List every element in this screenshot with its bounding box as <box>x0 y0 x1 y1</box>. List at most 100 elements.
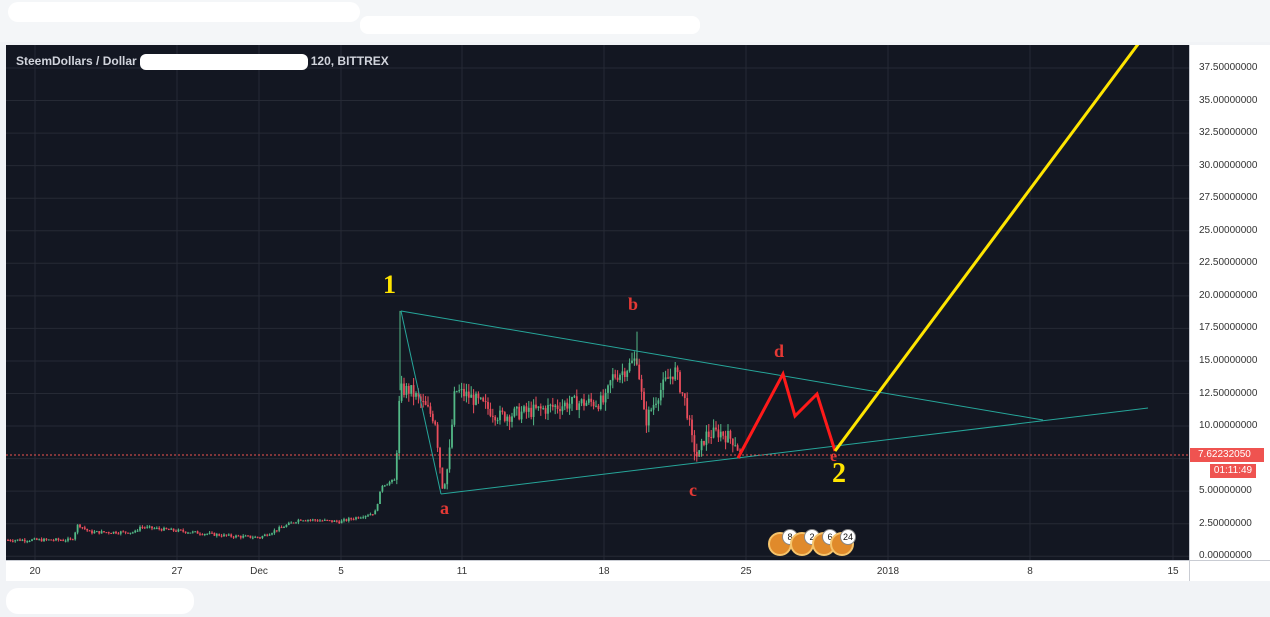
candle-body <box>357 517 360 519</box>
candle-body <box>227 534 230 536</box>
wave-label-d: d <box>774 341 785 361</box>
candle-body <box>352 519 355 521</box>
candle-body <box>206 533 209 535</box>
candle-body <box>359 517 362 519</box>
candle-body <box>237 535 240 537</box>
candle-body <box>590 398 593 402</box>
candle-body <box>547 405 549 414</box>
price-tick: 37.50000000 <box>1199 62 1258 73</box>
candle-body <box>527 407 530 412</box>
candle-body <box>290 522 293 524</box>
chart-canvas[interactable] <box>6 45 1189 560</box>
candle-body <box>107 532 110 534</box>
candle-body <box>148 526 151 528</box>
candle-body <box>611 374 614 381</box>
candle-body <box>599 395 602 409</box>
candle-body <box>95 531 98 533</box>
candle-body <box>242 535 245 538</box>
candle-body <box>539 406 542 409</box>
candle-body <box>83 527 86 529</box>
candle-body <box>441 467 444 489</box>
candle-body <box>309 519 312 521</box>
candle-body <box>491 415 494 417</box>
candle-body <box>537 406 540 408</box>
candle-body <box>691 419 693 436</box>
candle-body <box>117 533 120 535</box>
candle-body <box>683 393 686 399</box>
price-axis[interactable] <box>1189 45 1270 560</box>
candle-body <box>530 407 533 417</box>
candle-body <box>314 519 317 521</box>
candle-body <box>67 538 69 541</box>
candle-body <box>671 376 674 380</box>
price-tick: 25.00000000 <box>1199 224 1258 236</box>
candle-body <box>50 539 53 541</box>
time-tick: 25 <box>740 566 752 577</box>
candle-body <box>213 532 216 536</box>
candle-body <box>393 479 396 481</box>
candle-body <box>316 520 319 522</box>
candle-body <box>614 374 617 378</box>
candle-body <box>194 531 197 533</box>
candle-body <box>103 531 105 533</box>
candle-body <box>47 539 50 541</box>
candle-body <box>688 418 691 420</box>
candle-body <box>674 367 677 380</box>
candle-body <box>179 529 182 531</box>
time-axis[interactable] <box>6 560 1189 581</box>
candle-body <box>376 503 379 511</box>
candle-body <box>494 416 497 421</box>
candle-body <box>698 450 701 457</box>
candle-body <box>592 401 595 407</box>
candle-body <box>719 431 722 438</box>
candle-body <box>580 399 583 404</box>
candle-body <box>223 534 225 537</box>
candle-body <box>460 388 463 391</box>
candle-body <box>81 527 84 529</box>
candle-body <box>28 540 31 542</box>
triangle-side-trendline <box>400 310 442 495</box>
candle-body <box>669 376 672 379</box>
candle-body <box>712 427 715 438</box>
candle-body <box>607 385 609 393</box>
candle-body <box>549 404 552 406</box>
candle-body <box>266 534 269 536</box>
time-tick: Dec <box>250 566 268 577</box>
price-tick: 17.50000000 <box>1199 322 1258 334</box>
economic-events[interactable]: 8 2 6 24 <box>768 529 858 558</box>
candle-body <box>7 539 9 541</box>
candle-body <box>127 532 129 534</box>
candle-body <box>285 524 288 528</box>
current-price-label: 7.62232050 <box>1190 448 1264 462</box>
candle-body <box>559 408 561 412</box>
candle-body <box>379 491 381 504</box>
candle-body <box>71 539 74 541</box>
candle-body <box>453 391 456 425</box>
candle-body <box>155 527 158 529</box>
candle-body <box>443 484 446 489</box>
candle-body <box>585 402 588 406</box>
candle-body <box>364 515 367 518</box>
candle-body <box>143 527 146 529</box>
candle-body <box>374 510 377 515</box>
candle-body <box>283 527 285 529</box>
candle-body <box>731 438 734 446</box>
candle-body <box>734 445 737 447</box>
projected-wave-path <box>736 370 837 459</box>
candle-body <box>199 533 201 535</box>
candle-body <box>201 534 204 536</box>
candle-body <box>535 404 537 408</box>
candle-body <box>575 396 578 410</box>
candle-body <box>455 391 458 393</box>
candle-body <box>141 526 144 528</box>
candle-body <box>292 522 295 524</box>
candle-body <box>280 527 283 529</box>
price-tick: 10.00000000 <box>1199 420 1258 432</box>
wave-label-2: 2 <box>832 458 846 489</box>
candle-body <box>230 534 233 537</box>
price-tick: 15.00000000 <box>1199 354 1258 366</box>
chart-pane[interactable] <box>6 45 1189 580</box>
candle-body <box>319 520 321 522</box>
candle-body <box>64 540 67 542</box>
event-count: 24 <box>840 529 856 545</box>
